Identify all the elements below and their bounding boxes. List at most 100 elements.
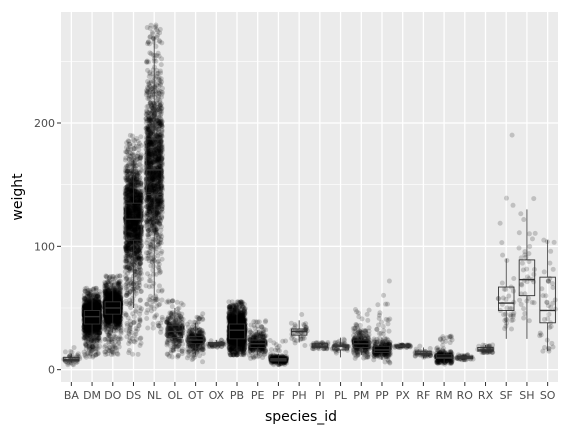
data-point xyxy=(96,337,102,343)
data-point xyxy=(84,326,90,332)
data-point xyxy=(81,317,87,323)
data-point xyxy=(110,274,116,280)
data-point xyxy=(97,319,103,325)
data-point xyxy=(87,304,93,310)
data-point xyxy=(111,279,117,285)
data-point xyxy=(95,310,101,316)
data-point xyxy=(87,325,93,331)
data-point xyxy=(88,316,94,322)
data-point xyxy=(65,362,71,368)
data-point xyxy=(85,330,91,336)
data-point xyxy=(127,266,133,272)
data-point xyxy=(65,360,71,366)
data-point xyxy=(89,344,95,350)
data-point xyxy=(95,297,101,303)
data-point xyxy=(126,141,132,147)
data-point xyxy=(133,328,139,334)
data-point xyxy=(93,296,99,302)
data-point xyxy=(89,318,95,324)
data-point xyxy=(96,318,102,324)
data-point xyxy=(74,352,80,358)
data-point xyxy=(129,219,135,225)
data-point xyxy=(95,327,101,333)
data-point xyxy=(88,319,94,325)
data-point xyxy=(94,305,100,311)
data-point xyxy=(91,339,97,345)
data-point xyxy=(95,311,101,317)
data-point xyxy=(129,296,135,302)
data-point xyxy=(81,297,87,303)
data-point xyxy=(97,322,103,328)
data-point xyxy=(87,351,93,357)
data-point xyxy=(104,346,110,352)
data-point xyxy=(85,344,91,350)
data-point xyxy=(88,291,94,297)
data-point xyxy=(91,311,97,317)
data-point xyxy=(82,324,88,330)
data-point xyxy=(124,270,130,276)
data-point xyxy=(96,296,102,302)
data-point xyxy=(124,174,130,180)
data-point xyxy=(93,299,99,305)
data-point xyxy=(93,305,99,311)
data-point xyxy=(93,304,99,310)
data-point xyxy=(87,322,93,328)
data-point xyxy=(85,324,91,330)
data-point xyxy=(135,351,141,357)
data-point xyxy=(92,302,98,308)
data-point xyxy=(81,349,87,355)
data-point xyxy=(82,327,88,333)
data-point xyxy=(94,305,100,311)
data-point xyxy=(96,330,102,336)
data-point xyxy=(85,325,91,331)
data-point xyxy=(86,329,92,335)
data-point xyxy=(95,291,101,297)
data-point xyxy=(92,328,98,334)
data-point xyxy=(90,353,96,359)
data-point xyxy=(85,305,91,311)
data-point xyxy=(132,228,138,234)
data-point xyxy=(92,311,98,317)
data-point xyxy=(90,319,96,325)
data-point xyxy=(95,293,101,299)
data-point xyxy=(91,336,97,342)
data-point xyxy=(90,354,96,360)
data-point xyxy=(92,316,98,322)
data-point xyxy=(129,233,135,239)
data-point xyxy=(137,270,143,276)
data-point xyxy=(94,324,100,330)
data-point xyxy=(82,334,88,340)
data-point xyxy=(86,307,92,313)
data-point xyxy=(84,330,90,336)
data-point xyxy=(102,290,108,296)
data-point xyxy=(85,318,91,324)
data-point xyxy=(124,281,130,287)
data-point xyxy=(93,300,99,306)
data-point xyxy=(158,62,164,68)
data-point xyxy=(95,325,101,331)
data-point xyxy=(87,303,93,309)
data-point xyxy=(96,325,102,331)
data-point xyxy=(136,147,142,153)
data-point xyxy=(91,317,97,323)
data-point xyxy=(97,323,103,329)
data-point xyxy=(85,307,91,313)
data-point xyxy=(90,310,96,316)
data-point xyxy=(90,338,96,344)
data-point xyxy=(138,260,144,266)
data-point xyxy=(89,346,95,352)
data-point xyxy=(116,285,122,291)
data-point xyxy=(133,308,139,314)
data-point xyxy=(92,323,98,329)
data-point xyxy=(91,334,97,340)
data-point xyxy=(137,298,143,304)
data-point xyxy=(85,301,91,307)
data-point xyxy=(94,330,100,336)
data-point xyxy=(93,319,99,325)
data-point xyxy=(117,273,123,279)
data-point xyxy=(82,288,88,294)
data-point xyxy=(83,341,89,347)
data-point xyxy=(94,302,100,308)
data-point xyxy=(86,307,92,313)
data-point xyxy=(136,280,142,286)
